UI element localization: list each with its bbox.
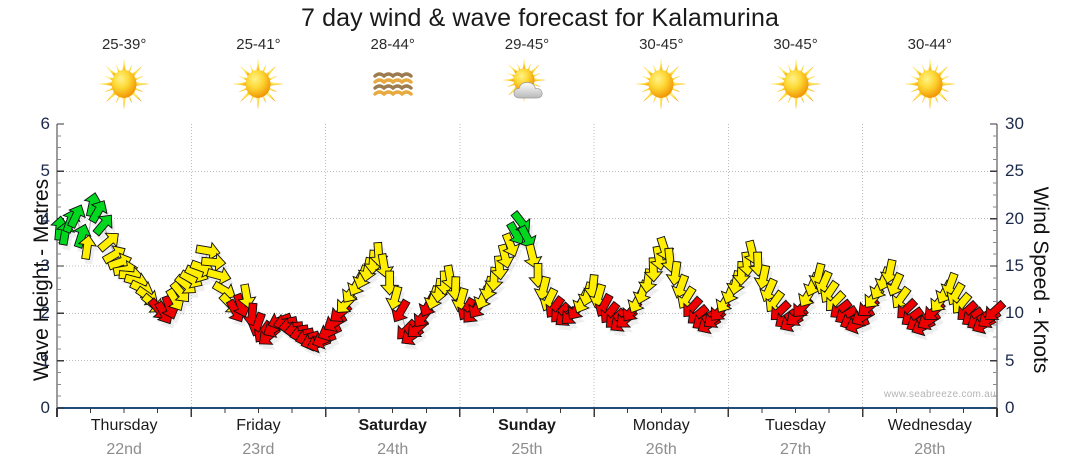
right-axis-tick-labels: 30 25 20 15 10 5 0 [1005,114,1049,417]
day-header-row: 25-39° 25-41° 28-44° 29-45° 30-45° 30-45° 30-4… [57,36,997,126]
sunny-icon [96,56,152,112]
partly-cloudy-icon [499,56,555,112]
day-name: Thursday [90,417,158,434]
wind-arrow-series [50,123,1009,417]
axis-tick-label: 10 [1005,303,1024,323]
day-name: Sunday [498,417,556,434]
x-axis-label-thursday: Thursday 22nd [57,414,191,472]
day-header-tuesday: 30-45° [728,36,862,126]
axis-tick-label: 0 [1005,398,1015,417]
x-axis-label-sunday: Sunday 25th [460,414,594,472]
plot-area [50,123,1009,417]
temperature-range: 29-45° [504,36,550,53]
x-axis-label-monday: Monday 26th [594,414,728,472]
temperature-range: 25-39° [101,36,147,53]
x-axis-day-labels: Thursday 22nd Friday 23rd Saturday 24th Sunday… [57,414,997,472]
sunny-icon [230,56,286,112]
day-name: Friday [236,417,281,434]
x-axis-label-saturday: Saturday 24th [326,414,460,472]
axis-tick-label: 5 [1005,350,1015,370]
day-name: Wednesday [887,417,972,434]
day-header-saturday: 28-44° [326,36,460,126]
axis-tick-label: 1 [40,350,50,370]
day-name: Tuesday [765,417,826,434]
sunny-icon [633,56,689,112]
axis-tick-label: 30 [1005,114,1024,133]
dust-haze-icon [365,56,421,112]
axis-tick-label: 4 [40,208,50,228]
day-header-friday: 25-41° [191,36,325,126]
day-date: 28th [914,441,946,458]
day-date: 23rd [242,441,275,458]
left-axis-tick-labels: 6 5 4 3 2 1 0 [6,114,50,417]
day-date: 27th [779,441,812,458]
day-header-wednesday: 30-44° [863,36,997,126]
day-date: 22nd [106,441,142,458]
day-header-monday: 30-45° [594,36,728,126]
temperature-range: 25-41° [236,36,281,53]
axis-tick-label: 25 [1005,161,1024,181]
temperature-range: 30-44° [907,36,953,53]
page-title: 7 day wind & wave forecast for Kalamurin… [301,4,779,32]
day-date: 25th [511,441,543,458]
x-axis-label-tuesday: Tuesday 27th [728,414,862,472]
day-name: Saturday [358,417,427,434]
day-date: 24th [377,441,409,458]
x-axis-label-friday: Friday 23rd [191,414,325,472]
x-axis-label-wednesday: Wednesday 28th [863,414,997,472]
day-header-sunday: 29-45° [460,36,594,126]
day-header-thursday: 25-39° [57,36,191,126]
axis-tick-label: 15 [1005,256,1024,275]
axis-tick-label: 6 [40,114,50,133]
axis-tick-label: 0 [40,398,50,417]
axis-tick-label: 2 [40,303,50,323]
temperature-range: 28-44° [370,36,415,53]
sunny-icon [902,56,958,112]
watermark: www.seabreeze.com.au [883,389,996,400]
axis-tick-label: 3 [40,256,50,275]
axis-tick-label: 5 [40,161,50,181]
axis-tick-label: 20 [1005,208,1024,228]
temperature-range: 30-45° [773,36,818,53]
day-date: 26th [645,441,677,458]
temperature-range: 30-45° [639,36,684,53]
sunny-icon [768,56,824,112]
day-name: Monday [632,417,690,434]
